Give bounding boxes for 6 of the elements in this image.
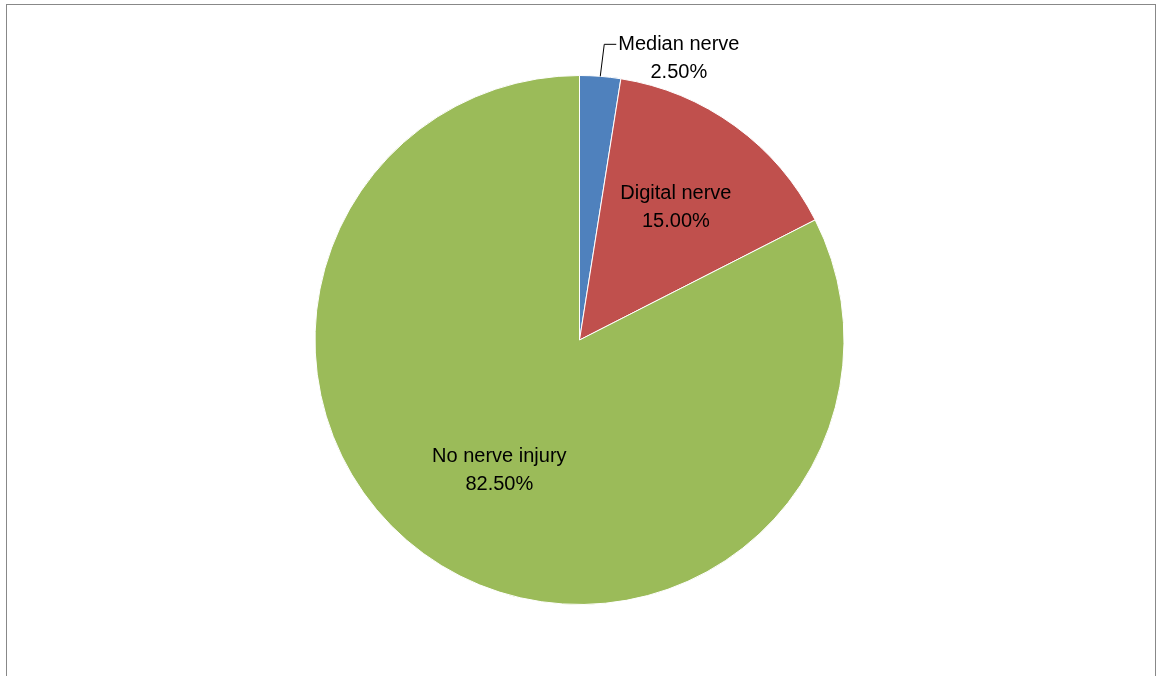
slice-label: Median nerve [618, 31, 740, 54]
data-label: 15.00% [641, 208, 711, 231]
data-label: 82.50% [465, 472, 534, 495]
slice-label: Digital nerve [620, 180, 732, 203]
data-label: 2.50% [650, 59, 708, 82]
slice-label: No nerve injury [432, 444, 567, 467]
